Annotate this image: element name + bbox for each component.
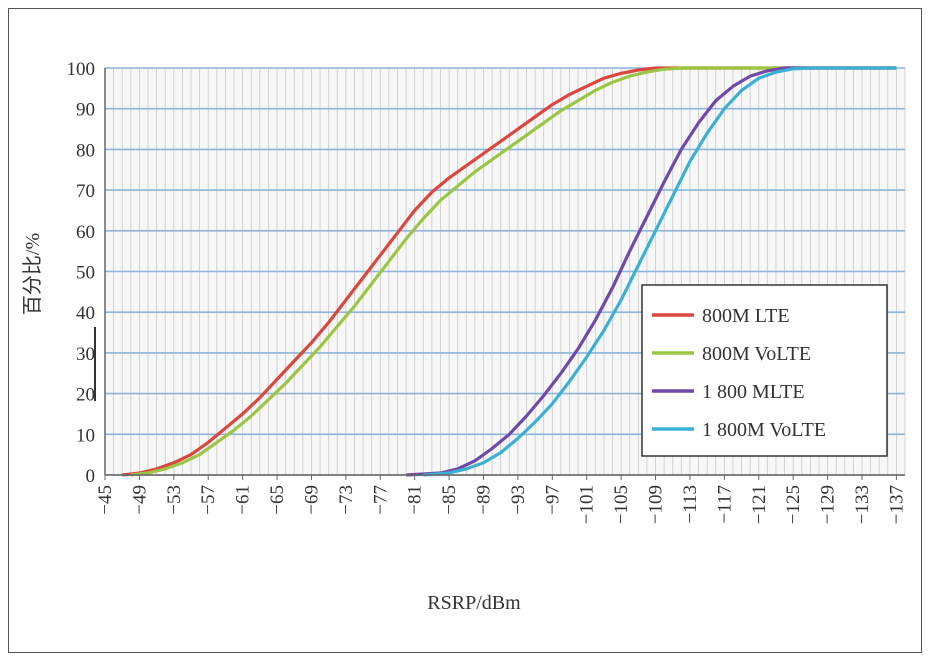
y-tick-label: 20 [76,385,95,406]
y-tick-label: 40 [76,303,95,324]
x-tick-label: −109 [646,485,667,524]
legend-label-4: 1 800M VoLTE [702,419,826,441]
y-tick-label: 60 [76,222,95,243]
x-tick-label: −117 [714,485,735,524]
y-tick-label: 30 [76,344,95,365]
series-line-4 [423,66,897,477]
x-tick-label: −73 [336,485,357,515]
x-tick-label: −105 [611,485,632,524]
series-line-3 [406,66,897,477]
x-tick-label: −133 [852,485,873,524]
x-tick-label: −121 [749,485,770,524]
x-axis-label: RSRP/dBm [427,592,521,614]
x-tick-label: −129 [818,485,839,524]
x-tick-label: −97 [542,485,563,515]
series-line-1 [122,66,897,477]
x-tick-label: −101 [577,485,598,524]
y-tick-label: 10 [76,425,95,446]
x-tick-label: −77 [370,485,391,515]
legend-label-2: 800M VoLTE [702,343,811,365]
x-tick-label: −45 [95,485,116,515]
y-tick-label: 0 [86,466,96,487]
legend-label-1: 800M LTE [702,305,790,327]
x-tick-label: −125 [783,485,804,524]
y-tick-label: 50 [76,263,95,284]
y-axis-label: 百分比/% [21,233,44,315]
y-tick-label: 90 [76,100,95,121]
x-tick-label: −113 [680,485,701,524]
figure-frame: 0 10 20 30 40 50 60 70 80 90 100 −45 −49 −53 −57 −61 −6… [8,8,922,653]
x-tick-label: −53 [164,485,185,515]
series-line-2 [130,66,897,477]
y-tick-label: 70 [76,181,95,202]
legend-label-3: 1 800 MLTE [702,381,805,403]
y-tick-label: 80 [76,140,95,161]
x-tick-label: −85 [439,485,460,515]
x-tick-label: −93 [508,485,529,515]
x-tick-label: −69 [301,485,322,515]
y-tick-label: 100 [67,59,96,80]
x-tick-label: −89 [473,485,494,515]
x-tick-label: −49 [129,485,150,515]
x-tick-label: −137 [886,485,907,524]
x-tick-label: −81 [405,485,426,515]
x-tick-label: −61 [233,485,254,515]
x-tick-label: −57 [198,485,219,515]
x-tick-label: −65 [267,485,288,515]
rsrp-cdf-chart: 0 10 20 30 40 50 60 70 80 90 100 −45 −49 −53 −57 −61 −6… [21,59,907,614]
